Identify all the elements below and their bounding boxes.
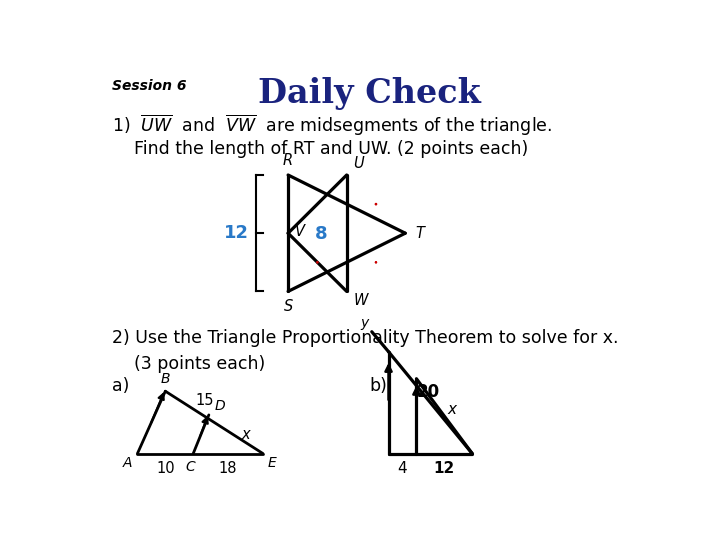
Text: 1)  $\overline{UW}$  and  $\overline{VW}$  are midsegments of the triangle.: 1) $\overline{UW}$ and $\overline{VW}$ a… [112, 113, 552, 138]
Text: 8: 8 [315, 225, 328, 244]
Text: x: x [241, 427, 250, 442]
Text: 18: 18 [219, 461, 238, 476]
Text: T: T [415, 226, 424, 241]
Text: W: W [354, 294, 368, 308]
Text: B: B [161, 372, 170, 386]
Text: 20: 20 [416, 383, 439, 401]
Text: Find the length of RT and UW. (2 points each): Find the length of RT and UW. (2 points … [112, 140, 528, 158]
Text: S: S [284, 299, 293, 314]
Text: U: U [354, 156, 364, 171]
Text: 2) Use the Triangle Proportionality Theorem to solve for x.: 2) Use the Triangle Proportionality Theo… [112, 329, 618, 347]
Text: E: E [267, 456, 276, 470]
Text: A: A [122, 456, 132, 470]
Text: Session 6: Session 6 [112, 79, 186, 93]
Text: Daily Check: Daily Check [258, 77, 480, 110]
Text: b): b) [369, 377, 387, 395]
Text: 4: 4 [397, 461, 408, 476]
Text: 12: 12 [224, 224, 249, 242]
Text: 15: 15 [195, 394, 214, 408]
Text: x: x [447, 402, 456, 417]
Text: a): a) [112, 377, 130, 395]
Text: V: V [294, 225, 305, 239]
Text: (3 points each): (3 points each) [112, 355, 266, 373]
Text: D: D [215, 399, 225, 413]
Text: C: C [186, 460, 195, 474]
Text: y: y [361, 316, 369, 329]
Text: R: R [283, 152, 293, 167]
Text: 12: 12 [433, 461, 455, 476]
Text: 10: 10 [156, 461, 175, 476]
